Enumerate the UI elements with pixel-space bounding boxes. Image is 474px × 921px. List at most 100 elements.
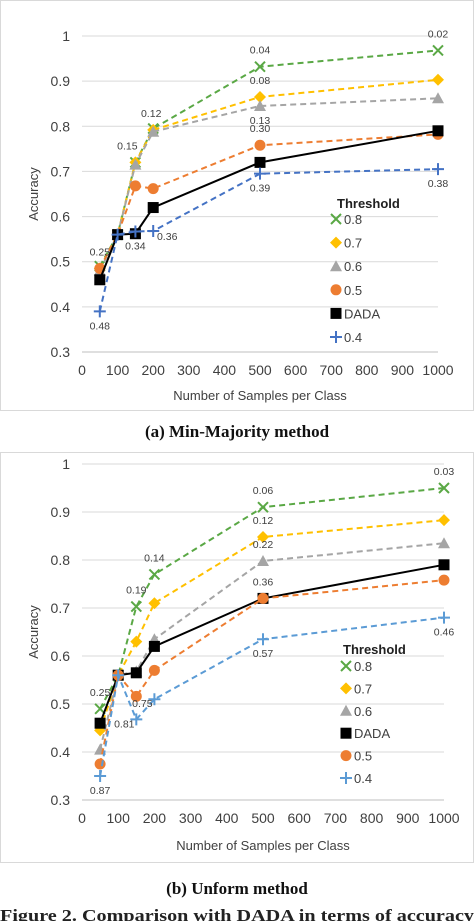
data-label: 0.19	[126, 585, 147, 597]
data-label: 0.04	[250, 45, 271, 57]
series-line	[99, 579, 445, 765]
x-axis-title: Number of Samples per Class	[176, 838, 350, 853]
data-point	[254, 156, 266, 168]
data-label: 0.15	[117, 140, 138, 152]
data-point	[438, 574, 450, 586]
y-tick-label: 0.6	[51, 648, 71, 664]
data-point	[111, 228, 124, 241]
x-tick-label: 800	[355, 362, 379, 378]
legend-label: 0.4	[344, 330, 362, 345]
data-point	[129, 158, 142, 170]
data-point	[257, 554, 269, 566]
y-tick-label: 0.9	[51, 504, 71, 520]
data-point	[432, 125, 444, 137]
y-tick-label: 0.3	[51, 344, 71, 360]
data-point	[94, 770, 107, 782]
data-point	[254, 139, 266, 151]
data-point	[432, 44, 444, 57]
data-point	[432, 92, 444, 104]
data-point	[257, 633, 269, 646]
data-point	[130, 635, 143, 648]
legend-label: 0.8	[354, 659, 372, 674]
data-label: 0.36	[157, 231, 178, 243]
data-label: 0.38	[428, 178, 449, 190]
x-tick-label: 100	[107, 810, 131, 826]
data-label: 0.02	[428, 28, 449, 40]
legend-marker	[340, 682, 352, 695]
legend-label: 0.7	[344, 236, 362, 251]
series-line	[99, 563, 445, 724]
legend-marker	[330, 213, 342, 225]
x-tick-label: 500	[248, 362, 272, 378]
legend-label: 0.4	[354, 771, 372, 786]
data-label: 0.75	[132, 698, 153, 710]
series-line	[99, 542, 445, 750]
x-tick-label: 800	[360, 810, 384, 826]
x-tick-label: 0	[78, 810, 86, 826]
data-point	[432, 163, 444, 176]
data-point	[254, 167, 266, 180]
data-label: 0.13	[250, 115, 271, 127]
data-point	[147, 125, 160, 137]
data-point	[147, 225, 160, 238]
data-point	[438, 482, 450, 494]
figure-footer-text: Figure 2. Comparison with DADA in terms …	[0, 906, 474, 921]
data-point	[257, 501, 269, 513]
y-tick-label: 0.6	[51, 209, 71, 225]
data-point	[147, 183, 159, 195]
y-tick-label: 0.3	[51, 792, 71, 808]
legend-marker	[340, 660, 352, 672]
data-point	[147, 202, 159, 214]
data-point	[257, 592, 269, 604]
data-point	[129, 225, 142, 238]
data-point	[112, 669, 125, 682]
x-tick-label: 600	[288, 810, 312, 826]
data-label: 0.22	[253, 539, 274, 551]
data-label: 0.08	[250, 75, 271, 87]
legend-marker	[330, 307, 342, 319]
series-0-4: 0.87 0.81 0.75 0.57 0.46	[90, 611, 455, 797]
chart-uniform: 0.3 0.4 0.5 0.6 0.7 0.8 0.9 1 0 100 200 300 400 500 60…	[0, 452, 474, 863]
legend-marker	[330, 331, 342, 343]
y-tick-label: 1	[62, 456, 70, 472]
y-axis-title: Accuracy	[26, 605, 41, 659]
data-label: 0.12	[253, 515, 274, 527]
data-label: 0.25	[90, 246, 111, 258]
y-axis-title: Accuracy	[26, 167, 41, 221]
data-point	[438, 611, 450, 624]
data-point	[94, 758, 106, 770]
chart-border	[0, 452, 474, 863]
x-tick-label: 400	[215, 810, 239, 826]
legend: Threshold 0.8 0.7 0.6 DADA 0.5 0.4	[340, 642, 406, 786]
data-point	[94, 274, 106, 286]
x-tick-label: 700	[320, 362, 344, 378]
data-label: 0.30	[250, 123, 271, 135]
legend-title: Threshold	[337, 196, 400, 211]
data-point	[254, 90, 266, 103]
data-point	[148, 640, 160, 652]
x-tick-label: 400	[213, 362, 237, 378]
y-tick-label: 1	[62, 28, 70, 44]
data-point	[148, 693, 161, 706]
x-tick-label: 200	[143, 810, 167, 826]
legend-marker	[330, 260, 342, 272]
y-tick-label: 0.7	[51, 163, 71, 179]
data-label: 0.12	[141, 108, 162, 120]
legend-label: 0.8	[344, 212, 362, 227]
x-tick-label: 100	[106, 362, 130, 378]
data-label: 0.57	[253, 648, 274, 660]
legend-marker	[340, 750, 352, 762]
series-line	[98, 168, 439, 312]
data-point	[438, 559, 450, 571]
data-label: 0.03	[434, 466, 455, 478]
chart-min-majority: 0.3 0.4 0.5 0.6 0.7 0.8 0.9 1 0 100 200 300 400 500 60…	[0, 0, 474, 411]
x-tick-label: 300	[177, 362, 201, 378]
chart-border	[0, 0, 474, 411]
x-tick-label: 200	[142, 362, 166, 378]
data-point	[148, 597, 161, 610]
y-tick-label: 0.5	[51, 696, 71, 712]
caption-a: (a) Min-Majority method	[145, 422, 330, 441]
legend-marker	[330, 284, 342, 296]
data-label: 0.46	[434, 627, 455, 639]
